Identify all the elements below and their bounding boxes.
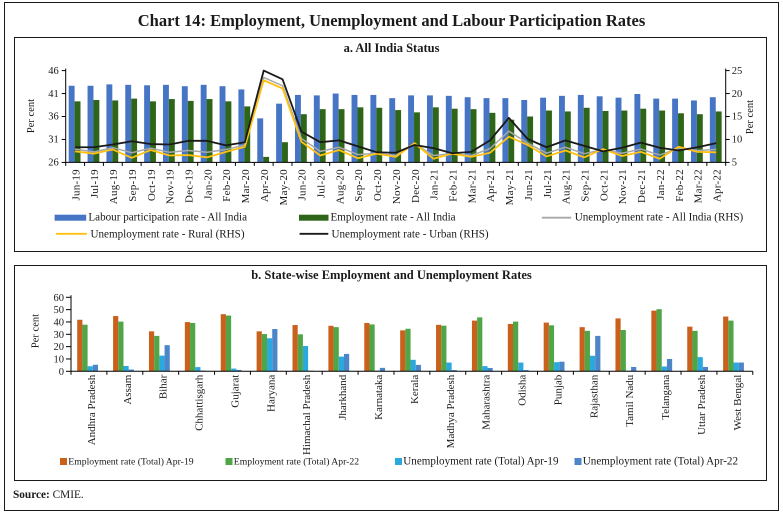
svg-text:Jan-22: Jan-22 xyxy=(655,169,667,200)
svg-text:Employment rate (Total) Apr-22: Employment rate (Total) Apr-22 xyxy=(234,456,359,467)
svg-text:Unemployment rate (Total) Apr-: Unemployment rate (Total) Apr-19 xyxy=(403,455,559,467)
svg-text:Sep-19: Sep-19 xyxy=(127,169,139,202)
svg-text:West Bengal: West Bengal xyxy=(732,375,744,431)
svg-text:Kerala: Kerala xyxy=(409,375,421,404)
svg-text:Labour participation rate - Al: Labour participation rate - All India xyxy=(88,212,247,224)
svg-text:Jan-21: Jan-21 xyxy=(429,169,441,200)
svg-text:Feb-22: Feb-22 xyxy=(674,169,686,202)
svg-text:Unemployment rate - Urban (RHS: Unemployment rate - Urban (RHS) xyxy=(332,228,489,240)
svg-text:Haryana: Haryana xyxy=(265,375,277,412)
svg-text:0: 0 xyxy=(59,367,64,378)
svg-text:Apr-21: Apr-21 xyxy=(485,169,497,202)
svg-text:May-20: May-20 xyxy=(278,169,290,206)
svg-text:Tamil Nadu: Tamil Nadu xyxy=(624,374,636,427)
svg-text:Bihar: Bihar xyxy=(158,374,170,399)
svg-text:Unemployment rate (Total) Apr-: Unemployment rate (Total) Apr-22 xyxy=(583,455,738,467)
svg-text:Per cent: Per cent xyxy=(31,314,42,348)
svg-text:Himachal Pradesh: Himachal Pradesh xyxy=(301,374,313,455)
svg-text:Unemployment rate - All India: Unemployment rate - All India (RHS) xyxy=(575,212,744,224)
svg-text:Karnataka: Karnataka xyxy=(373,375,385,420)
svg-text:Assam: Assam xyxy=(122,374,134,404)
svg-text:Jul-20: Jul-20 xyxy=(315,169,327,198)
svg-text:Mar-20: Mar-20 xyxy=(240,169,252,204)
svg-text:10: 10 xyxy=(54,354,65,365)
svg-text:Aug-21: Aug-21 xyxy=(561,169,573,204)
svg-text:Employment rate (Total) Apr-19: Employment rate (Total) Apr-19 xyxy=(68,456,193,467)
svg-text:36: 36 xyxy=(48,112,59,123)
svg-text:15: 15 xyxy=(732,112,743,123)
svg-text:Jul-19: Jul-19 xyxy=(89,169,101,198)
svg-text:Oct-20: Oct-20 xyxy=(372,169,384,201)
svg-text:Dec-21: Dec-21 xyxy=(636,169,648,203)
svg-text:Jun-19: Jun-19 xyxy=(70,169,82,201)
svg-text:50: 50 xyxy=(54,305,65,316)
svg-text:Oct-19: Oct-19 xyxy=(146,169,158,201)
svg-text:Nov-20: Nov-20 xyxy=(391,169,403,204)
svg-text:30: 30 xyxy=(54,330,65,341)
svg-text:Mar-22: Mar-22 xyxy=(693,169,705,203)
svg-text:Jan-20: Jan-20 xyxy=(202,169,214,200)
svg-text:Jun-21: Jun-21 xyxy=(523,169,535,200)
svg-text:Maharashtra: Maharashtra xyxy=(481,375,493,430)
svg-text:Jun-20: Jun-20 xyxy=(297,169,309,201)
svg-text:31: 31 xyxy=(48,135,59,146)
svg-text:Per cent: Per cent xyxy=(26,99,37,133)
svg-text:Mar-21: Mar-21 xyxy=(466,169,478,203)
svg-text:20: 20 xyxy=(732,89,743,100)
svg-text:Nov-21: Nov-21 xyxy=(617,169,629,204)
svg-text:Per cent: Per cent xyxy=(745,100,756,134)
svg-text:5: 5 xyxy=(732,158,737,169)
svg-text:Employment rate - All India: Employment rate - All India xyxy=(331,212,456,224)
svg-text:Feb-21: Feb-21 xyxy=(447,169,459,202)
svg-text:Aug-20: Aug-20 xyxy=(334,169,346,204)
svg-text:Feb-20: Feb-20 xyxy=(221,169,233,202)
svg-text:May-21: May-21 xyxy=(504,169,516,205)
svg-text:25: 25 xyxy=(732,66,743,77)
svg-text:Uttar Pradesh: Uttar Pradesh xyxy=(696,374,708,435)
svg-text:Jharkhand: Jharkhand xyxy=(337,374,349,420)
svg-text:Madhya Pradesh: Madhya Pradesh xyxy=(445,374,457,448)
svg-text:Sep-21: Sep-21 xyxy=(579,169,591,202)
svg-text:Gujarat: Gujarat xyxy=(229,375,241,408)
svg-text:Dec-19: Dec-19 xyxy=(183,169,195,203)
svg-text:Rajasthan: Rajasthan xyxy=(588,374,600,418)
svg-text:Sep-20: Sep-20 xyxy=(353,169,365,202)
svg-text:Oct-21: Oct-21 xyxy=(598,169,610,201)
svg-text:Telangana: Telangana xyxy=(660,375,672,420)
svg-text:Apr-22: Apr-22 xyxy=(711,169,723,202)
svg-text:Jul-21: Jul-21 xyxy=(542,169,554,198)
svg-text:40: 40 xyxy=(54,317,65,328)
svg-text:Nov-19: Nov-19 xyxy=(165,169,177,204)
svg-text:20: 20 xyxy=(54,342,65,353)
svg-text:10: 10 xyxy=(732,135,743,146)
svg-text:Dec-20: Dec-20 xyxy=(410,169,422,203)
svg-text:Odisha: Odisha xyxy=(517,375,529,406)
svg-text:26: 26 xyxy=(48,158,59,169)
svg-text:Punjab: Punjab xyxy=(552,374,564,405)
svg-text:Unemployment rate - Rural (RHS: Unemployment rate - Rural (RHS) xyxy=(91,228,245,240)
svg-text:Aug-19: Aug-19 xyxy=(108,169,120,204)
svg-text:Chhattisgarh: Chhattisgarh xyxy=(194,374,206,431)
svg-text:60: 60 xyxy=(54,293,65,304)
svg-text:Andhra Pradesh: Andhra Pradesh xyxy=(86,374,98,445)
svg-text:Apr-20: Apr-20 xyxy=(259,169,271,202)
svg-text:41: 41 xyxy=(48,89,59,100)
svg-text:46: 46 xyxy=(48,66,59,77)
